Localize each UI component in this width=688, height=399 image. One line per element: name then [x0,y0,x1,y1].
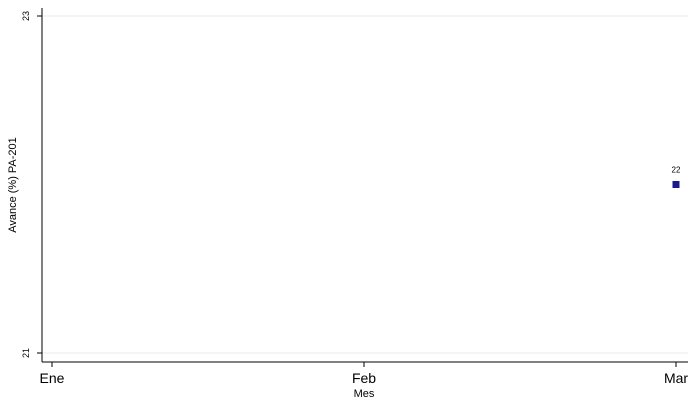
data-label: 22 [672,166,681,175]
y-axis-title: Avance (%) PA-201 [7,137,19,233]
x-ticks: Ene Feb Mar [40,362,688,386]
axis-layer [41,8,688,363]
data-point [672,181,680,188]
x-axis-title: Mes [354,388,375,399]
x-tick-label: Ene [40,370,65,386]
y-tick-label: 23 [21,11,31,21]
x-tick-label: Feb [352,370,376,386]
y-ticks: 21 23 [21,11,42,358]
data-points: 22 [672,166,681,188]
x-tick-label: Mar [664,370,688,386]
grid-layer [42,15,688,354]
y-tick-label: 21 [21,348,31,358]
